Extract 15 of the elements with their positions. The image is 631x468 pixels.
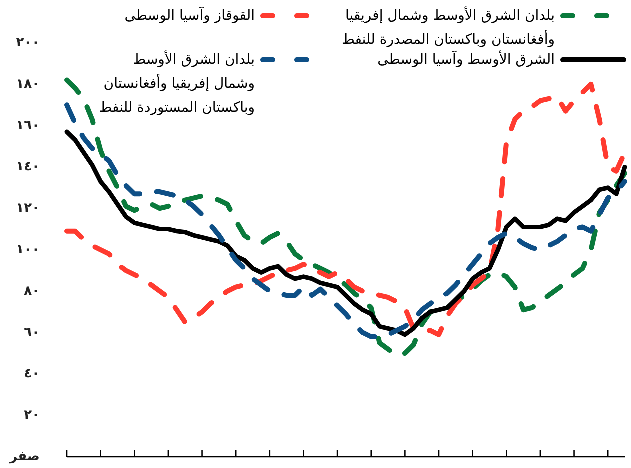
- y-tick-label: ٦٠: [24, 325, 40, 340]
- y-tick-label: ١٢٠: [16, 201, 40, 216]
- y-tick-label: صفر: [8, 450, 40, 464]
- y-tick-label: ٢٠: [24, 408, 40, 424]
- legend-label: بلدان الشرق الأوسط وشمال إفريقيا وأفغانستان وباكستان المصدرة للنفط: [340, 6, 555, 50]
- legend-label: القوقاز وآسيا الوسطى: [124, 6, 255, 26]
- y-tick-label: ١٠٠: [16, 242, 40, 258]
- y-tick-label: ١٤٠: [16, 160, 40, 175]
- y-tick-label: ٤٠: [24, 366, 40, 382]
- y-tick-label: ١٨٠: [16, 76, 40, 92]
- y-tick-label: ٨٠: [24, 284, 40, 299]
- y-tick-label: ٢٠٠: [16, 36, 40, 50]
- y-tick-label: ١٦٠: [16, 118, 40, 134]
- legend-label: الشرق الأوسط وآسيا الوسطى: [376, 50, 555, 70]
- legend-label: بلدان الشرق الأوسط وشمال إفريقيا وأفغانستان وباكستان المستوردة للنفط: [98, 50, 255, 118]
